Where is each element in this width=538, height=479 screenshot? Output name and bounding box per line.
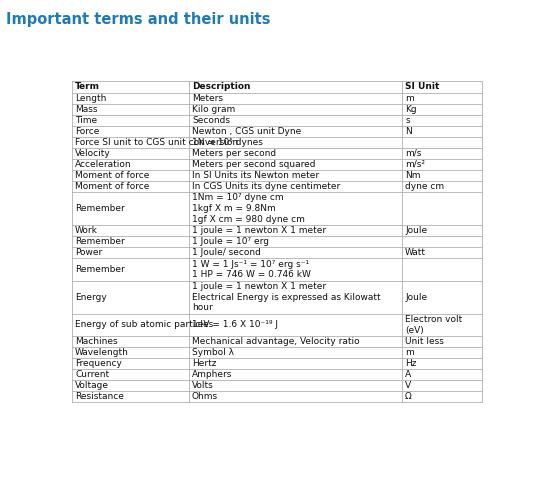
Text: Meters per second squared: Meters per second squared [192,160,315,169]
Text: Remember: Remember [75,238,125,246]
Text: 1 W = 1 Js⁻¹ = 10⁷ erg s⁻¹
1 HP = 746 W = 0.746 kW: 1 W = 1 Js⁻¹ = 10⁷ erg s⁻¹ 1 HP = 746 W … [192,260,311,279]
Text: Newton , CGS unit Dyne: Newton , CGS unit Dyne [192,127,301,136]
Text: Ω: Ω [405,392,412,401]
Text: Force: Force [75,127,100,136]
Text: 1eV = 1.6 X 10⁻¹⁹ J: 1eV = 1.6 X 10⁻¹⁹ J [192,320,278,330]
Text: 1 joule = 1 newton X 1 meter
Electrical Energy is expressed as Kilowatt
hour: 1 joule = 1 newton X 1 meter Electrical … [192,282,380,312]
Text: Volts: Volts [192,381,214,390]
Text: Wavelength: Wavelength [75,348,129,357]
Text: 1N = 10⁵ dynes: 1N = 10⁵ dynes [192,138,263,147]
Text: Moment of force: Moment of force [75,171,150,180]
Text: Velocity: Velocity [75,149,111,158]
Text: m/s²: m/s² [405,160,425,169]
Text: Symbol λ: Symbol λ [192,348,234,357]
Text: Important terms and their units: Important terms and their units [6,12,271,27]
Text: Mechanical advantage, Velocity ratio: Mechanical advantage, Velocity ratio [192,337,359,346]
Text: Watt: Watt [405,249,426,257]
Text: Joule: Joule [405,227,427,235]
Text: Frequency: Frequency [75,359,122,368]
Text: dyne cm: dyne cm [405,182,444,191]
Text: Force SI unit to CGS unit conversion: Force SI unit to CGS unit conversion [75,138,238,147]
Text: Term: Term [75,82,100,91]
Text: Time: Time [75,116,97,125]
Text: In CGS Units its dyne centimeter: In CGS Units its dyne centimeter [192,182,340,191]
Text: Amphers: Amphers [192,370,232,379]
Text: Power: Power [75,249,102,257]
Text: SI Unit: SI Unit [405,82,440,91]
Text: Work: Work [75,227,98,235]
Text: Ohms: Ohms [192,392,218,401]
Text: V: V [405,381,411,390]
Text: 1 Joule = 10⁷ erg: 1 Joule = 10⁷ erg [192,238,269,246]
Text: s: s [405,116,410,125]
Text: Energy of sub atomic particles: Energy of sub atomic particles [75,320,214,330]
Text: Unit less: Unit less [405,337,444,346]
Text: Moment of force: Moment of force [75,182,150,191]
Text: 1 joule = 1 newton X 1 meter: 1 joule = 1 newton X 1 meter [192,227,326,235]
Text: A: A [405,370,411,379]
Text: Mass: Mass [75,104,98,114]
Text: Length: Length [75,93,107,103]
Text: Meters: Meters [192,93,223,103]
Text: 1 Joule/ second: 1 Joule/ second [192,249,261,257]
Text: Seconds: Seconds [192,116,230,125]
Text: m: m [405,348,414,357]
Text: Kilo gram: Kilo gram [192,104,235,114]
Text: 1Nm = 10⁷ dyne cm
1kgf X m = 9.8Nm
1gf X cm = 980 dyne cm: 1Nm = 10⁷ dyne cm 1kgf X m = 9.8Nm 1gf X… [192,194,305,224]
Text: In SI Units its Newton meter: In SI Units its Newton meter [192,171,319,180]
Text: Nm: Nm [405,171,421,180]
Text: Hertz: Hertz [192,359,216,368]
Text: m: m [405,93,414,103]
Text: Meters per second: Meters per second [192,149,276,158]
Text: Remember: Remember [75,265,125,274]
Text: Voltage: Voltage [75,381,109,390]
Text: Machines: Machines [75,337,118,346]
Text: m/s: m/s [405,149,421,158]
Text: Description: Description [192,82,251,91]
Text: Hz: Hz [405,359,416,368]
Text: Remember: Remember [75,204,125,213]
Text: N: N [405,127,412,136]
Text: Current: Current [75,370,109,379]
Text: Resistance: Resistance [75,392,124,401]
Text: Joule: Joule [405,293,427,302]
Text: Energy: Energy [75,293,107,302]
Text: Electron volt
(eV): Electron volt (eV) [405,315,462,335]
Text: Kg: Kg [405,104,417,114]
Text: Acceleration: Acceleration [75,160,132,169]
